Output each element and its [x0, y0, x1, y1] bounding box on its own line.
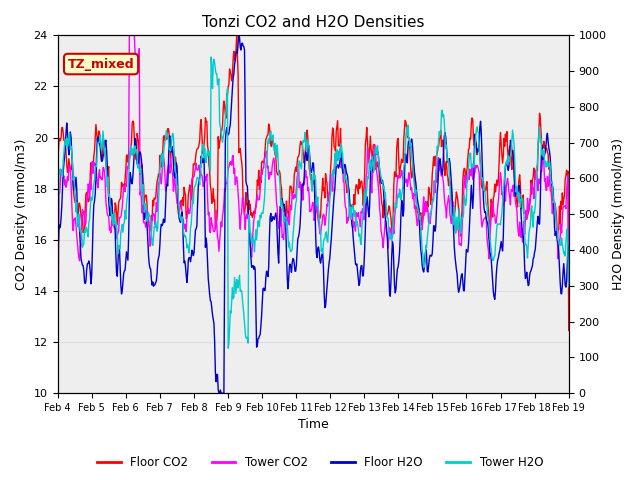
Floor H2O	[235, 33, 243, 39]
Tower H2O	[63, 135, 70, 141]
Floor CO2	[63, 162, 70, 168]
Tower H2O	[168, 144, 175, 149]
Tower H2O	[225, 345, 232, 351]
Tower H2O	[54, 274, 61, 280]
Floor H2O	[215, 390, 223, 396]
Floor H2O	[116, 243, 124, 249]
Floor H2O	[54, 332, 61, 338]
Line: Tower CO2: Tower CO2	[58, 36, 569, 393]
Floor H2O	[63, 120, 70, 126]
Floor H2O	[195, 183, 202, 189]
Tower CO2	[54, 390, 61, 396]
Tower H2O	[392, 200, 399, 206]
Tower CO2	[168, 168, 176, 174]
Tower H2O	[565, 283, 573, 289]
X-axis label: Time: Time	[298, 419, 328, 432]
Line: Floor CO2: Floor CO2	[58, 36, 569, 330]
Legend: Floor CO2, Tower CO2, Floor H2O, Tower H2O: Floor CO2, Tower CO2, Floor H2O, Tower H…	[92, 452, 548, 474]
Tower CO2	[125, 33, 133, 38]
Tower H2O	[116, 246, 124, 252]
Line: Tower H2O: Tower H2O	[58, 57, 569, 348]
Tower CO2	[376, 205, 383, 211]
Tower CO2	[63, 181, 70, 187]
Tower CO2	[195, 162, 203, 168]
Floor CO2	[195, 145, 202, 151]
Floor H2O	[392, 290, 399, 296]
Tower H2O	[376, 170, 384, 176]
Floor H2O	[168, 149, 175, 155]
Tower H2O	[207, 54, 215, 60]
Tower H2O	[195, 176, 202, 182]
Floor H2O	[376, 173, 384, 179]
Line: Floor H2O: Floor H2O	[58, 36, 569, 393]
Floor CO2	[168, 145, 175, 151]
Floor CO2	[390, 169, 398, 175]
Floor CO2	[376, 180, 383, 185]
Tower CO2	[565, 284, 573, 290]
Title: Tonzi CO2 and H2O Densities: Tonzi CO2 and H2O Densities	[202, 15, 424, 30]
Floor CO2	[565, 327, 573, 333]
Y-axis label: CO2 Density (mmol/m3): CO2 Density (mmol/m3)	[15, 139, 28, 290]
Floor CO2	[233, 33, 241, 38]
Floor CO2	[116, 197, 124, 203]
Y-axis label: H2O Density (mmol/m3): H2O Density (mmol/m3)	[612, 138, 625, 290]
Text: TZ_mixed: TZ_mixed	[68, 58, 134, 71]
Floor CO2	[54, 319, 61, 325]
Tower CO2	[116, 215, 124, 220]
Tower CO2	[390, 216, 398, 221]
Floor H2O	[565, 257, 573, 263]
